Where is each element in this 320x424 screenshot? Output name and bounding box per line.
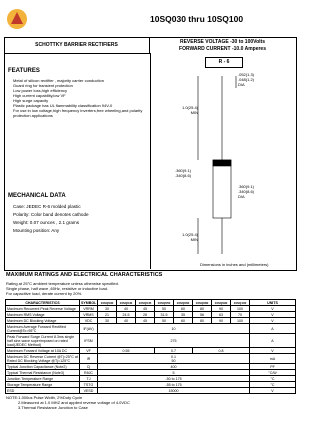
dimension: .360(9.1) .340(8.6): [175, 168, 191, 178]
footnotes: NOTE:1.300us Pulse Width, 2%Duty Cycle 2.…: [6, 395, 130, 410]
feature-item: Low power loss,high efficiency: [13, 88, 148, 93]
dimension: 1.0(25.4) MIN: [178, 232, 198, 242]
row-label: ESD: [5, 387, 80, 394]
feature-item: High current capability,low VF: [13, 93, 148, 98]
dim-text: .360(9.1): [238, 184, 255, 189]
mechanical-item: Mounting position: Any: [13, 227, 148, 235]
rating: REVERSE VOLTAGE -30 to 100Volts: [179, 39, 266, 45]
symbol: IFSM: [79, 333, 98, 348]
symbol: VESD: [79, 387, 98, 394]
footnote: 2.Measured at 1.0 MHZ and applied revers…: [18, 400, 130, 405]
feature-item: Metal of silicon rectifier , majority ca…: [13, 78, 148, 83]
product-ratings: REVERSE VOLTAGE -30 to 100Volts FORWARD …: [150, 39, 295, 52]
footnote: NOTE:1.300us Pulse Width, 2%Duty Cycle: [6, 395, 83, 400]
mechanical-item: Polarity: Color band denotes cathode: [13, 211, 148, 219]
dim-text: DIA: [238, 194, 245, 199]
value: 0.1: [171, 354, 176, 359]
footnote: 3.Thermal Resistance Junction to Case: [18, 405, 88, 410]
symbol: IF(AV): [79, 323, 98, 334]
table-row: Maximum DC Reverse Current @Tj=25°C at R…: [5, 353, 296, 364]
mechanical-item: Case: JEDEC R-6 molded plastic: [13, 203, 148, 211]
unit: A: [249, 333, 296, 348]
dimension: .360(9.1) .340(8.6) DIA: [238, 184, 254, 199]
dim-text: .340(8.6): [175, 173, 192, 178]
diagram: [197, 76, 237, 254]
dimension: 1.0(25.4) MIN: [178, 105, 198, 115]
dim-text: 1.0(25.4): [181, 232, 198, 237]
dim-text: .048(1.2): [238, 77, 255, 82]
mechanical-list: Case: JEDEC R-6 molded plasticPolarity: …: [8, 203, 148, 235]
value: 10: [97, 323, 250, 334]
dimension: .052(1.3) .048(1.2) DIA: [238, 72, 254, 87]
value-cell: 0.1 50: [97, 353, 250, 364]
table-row: Peak Forward Surge Current 8.3ms single …: [5, 333, 296, 348]
value: 50: [171, 358, 176, 363]
heading: MECHANICAL DATA: [8, 193, 66, 199]
product-type: SCHOTTKY BARRIER RECTIFIERS: [4, 37, 150, 54]
row-label: Peak Forward Surge Current 8.3ms single …: [5, 333, 80, 348]
dim-text: MIN: [190, 110, 198, 115]
dim-text: 1.0(25.4): [181, 105, 198, 110]
package-label: R - 6: [205, 57, 243, 68]
feature-item: Guard ring for transient protection: [13, 83, 148, 88]
dim-text: .340(8.6): [238, 189, 255, 194]
logo: [7, 9, 27, 29]
dim-text: .052(1.3): [238, 72, 255, 77]
rating: FORWARD CURRENT -10.0 Amperes: [179, 45, 266, 52]
note: Rating at 25°C ambient temperature unles…: [6, 281, 119, 286]
unit: V: [249, 387, 296, 394]
symbol: IR: [79, 353, 98, 364]
unit: A: [249, 323, 296, 334]
note: For capacitive load, derate current by 2…: [6, 291, 83, 296]
heading: FEATURES: [8, 68, 40, 74]
dim-text: .360(9.1): [175, 168, 192, 173]
value: 275: [97, 333, 250, 348]
table-row: ESD VESD 15000 V: [5, 387, 296, 394]
feature-item: High surge capacity: [13, 98, 148, 103]
title: 10SQ030 thru 10SQ100: [150, 14, 244, 24]
mechanical-item: Weight: 0.07 ounces , 2.1 grams: [13, 219, 148, 227]
page: 10SQ030 thru 10SQ100 SCHOTTKY BARRIER RE…: [0, 0, 300, 424]
feature-item: For use in low voltage,high frequency in…: [13, 108, 148, 118]
info-box: [4, 37, 297, 271]
note: Single phase, half wave ,60Hz, resistive…: [6, 286, 109, 291]
rating-notes: Rating at 25°C ambient temperature unles…: [6, 281, 119, 296]
dim-text: MIN: [190, 237, 198, 242]
feature-list: Metal of silicon rectifier , majority ca…: [8, 78, 148, 118]
row-label: Maximum Average Forward Rectified Curren…: [5, 323, 80, 334]
table-row: Maximum Average Forward Rectified Curren…: [5, 323, 296, 334]
characteristics-table: CHARACTERISTICS SYMBOL 10SQ030 10SQ040 10SQ0…: [5, 299, 296, 394]
unit: mA: [249, 353, 296, 364]
dim-text: DIA: [238, 82, 245, 87]
feature-item: Plastic package has UL flammability clas…: [13, 103, 148, 108]
value: 15000: [97, 387, 250, 394]
caption: Dimensions in inches and (millimeters): [200, 262, 269, 267]
section-heading: MAXIMUM RATINGS AND ELECTRICAL CHARACTER…: [6, 272, 163, 278]
row-label: Maximum DC Reverse Current @Tj=25°C at R…: [5, 353, 80, 364]
diagram-panel: [150, 53, 296, 269]
